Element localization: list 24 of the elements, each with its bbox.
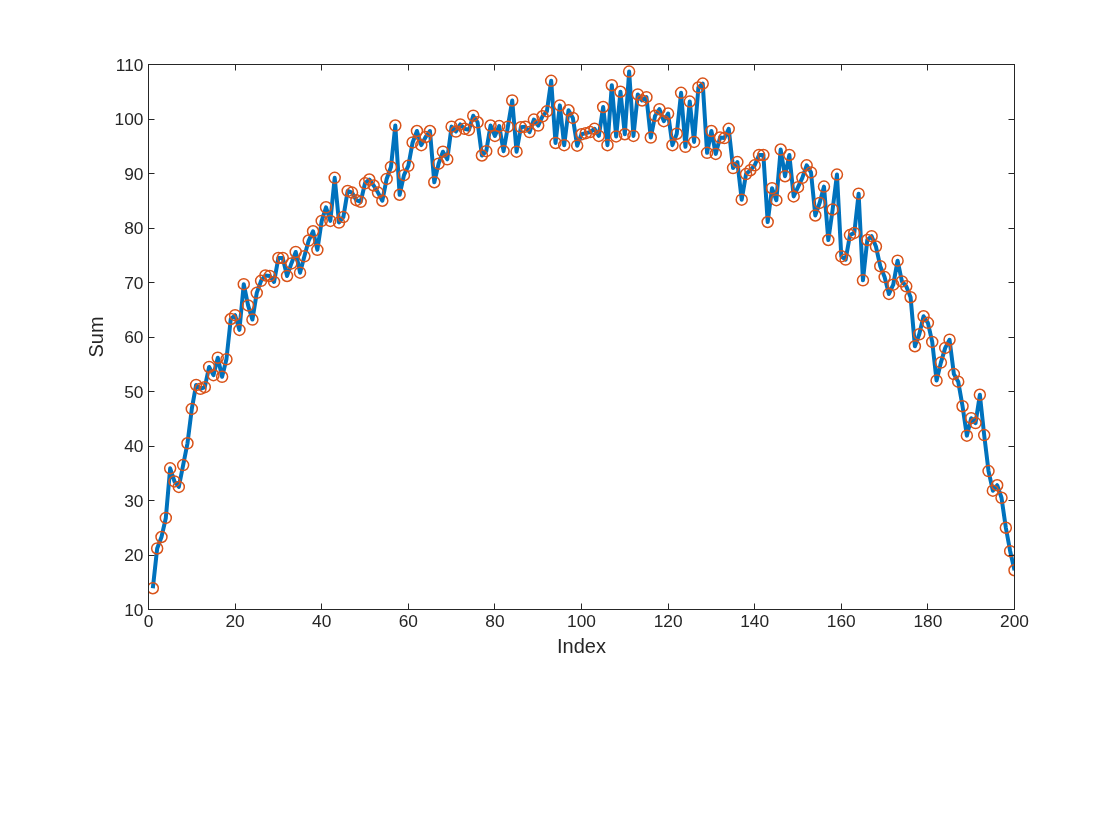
y-tick-label: 40 — [124, 436, 144, 456]
x-tick-label: 0 — [143, 610, 154, 631]
y-tick-label: 100 — [114, 109, 144, 129]
x-tick-label: 120 — [653, 610, 683, 631]
x-tick-label: 20 — [225, 610, 245, 631]
y-tick-label: 10 — [124, 599, 144, 620]
x-tick-label: 140 — [740, 610, 770, 631]
x-axis-title: Index — [557, 634, 606, 657]
x-tick-label: 60 — [398, 610, 418, 631]
y-tick-label: 50 — [124, 381, 144, 402]
y-tick-label: 110 — [115, 54, 144, 75]
y-tick-label: 30 — [124, 490, 144, 511]
y-tick-label: 20 — [124, 545, 144, 565]
y-tick-label: 70 — [124, 272, 144, 293]
x-tick-label: 100 — [567, 610, 596, 631]
y-axis-title: Sum — [84, 316, 107, 358]
x-tick-label: 160 — [826, 610, 856, 631]
y-tick-label: 60 — [124, 327, 144, 347]
x-tick-label: 180 — [913, 610, 943, 631]
x-tick-label: 80 — [485, 610, 505, 631]
y-tick-label: 80 — [124, 218, 144, 238]
x-tick-label: 40 — [312, 610, 332, 631]
y-tick-label: 90 — [124, 163, 144, 184]
x-tick-label: 200 — [1000, 610, 1029, 631]
